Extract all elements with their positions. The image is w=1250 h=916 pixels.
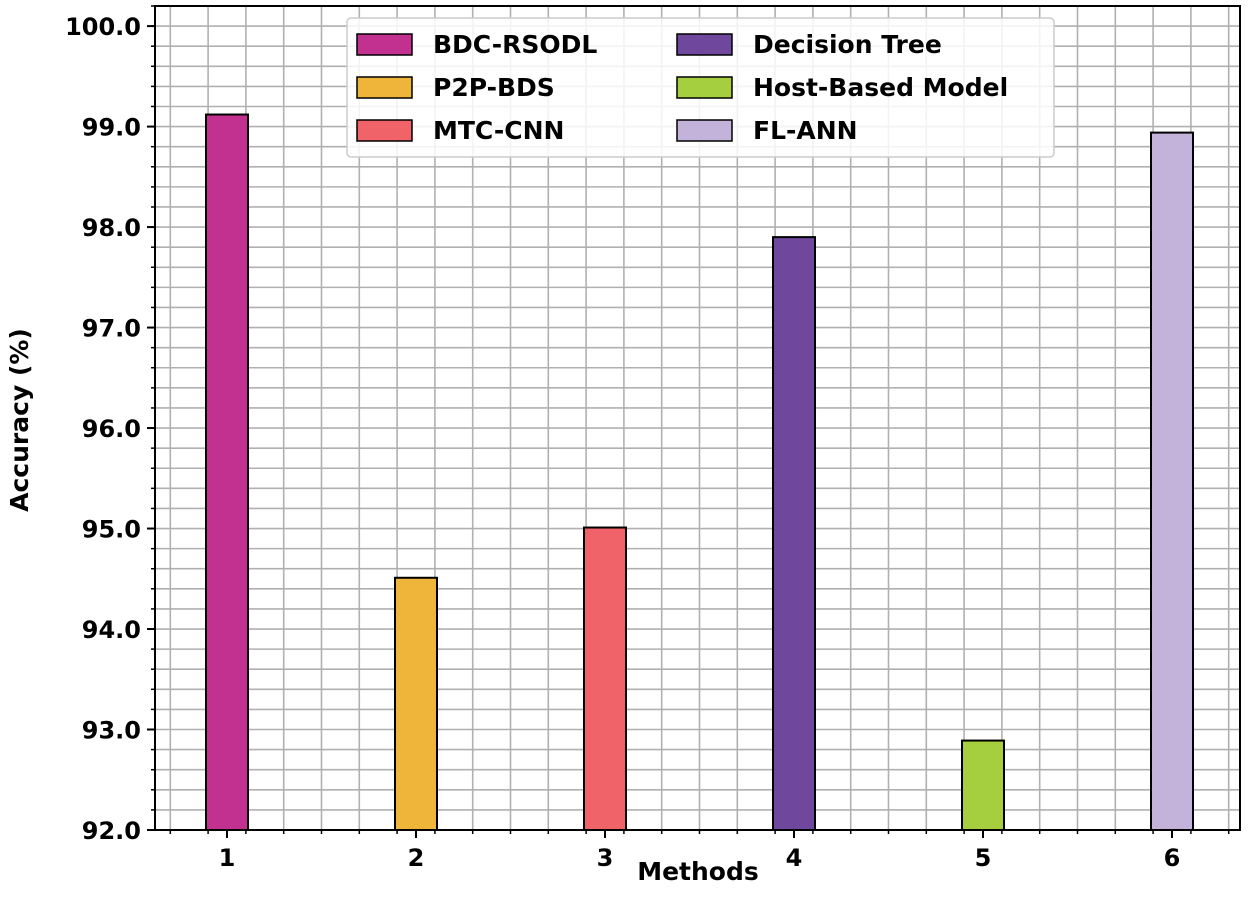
- bar-fl-ann: [1150, 131, 1194, 832]
- legend-swatch: [356, 119, 413, 142]
- y-tick-label: 96.0: [82, 415, 141, 443]
- x-tick-label: 5: [975, 844, 992, 872]
- y-tick-label: 93.0: [82, 717, 141, 745]
- bars: [205, 113, 1194, 832]
- x-tick-label: 3: [597, 844, 614, 872]
- y-tick-label: 92.0: [82, 817, 141, 845]
- bar-decision-tree: [772, 236, 816, 831]
- legend-label: FL-ANN: [753, 116, 858, 145]
- x-tick-label: 6: [1164, 844, 1181, 872]
- bar-bdc-rsodl: [205, 113, 249, 831]
- x-tick-label: 1: [219, 844, 236, 872]
- ticks: 92.0 93.0 94.0 95.0 96.0 97.0 98.0 99.0 100.0 1 2 3…: [65, 5, 1230, 872]
- plot-frame: [154, 5, 1241, 831]
- y-tick-label: 100.0: [65, 13, 141, 41]
- legend-label: Host-Based Model: [753, 73, 1008, 102]
- legend-label: P2P-BDS: [433, 73, 555, 102]
- legend-swatch: [676, 76, 733, 99]
- legend-swatch: [676, 33, 733, 56]
- legend-swatch: [356, 33, 413, 56]
- bar-host-based-model: [961, 739, 1005, 831]
- bar-p2p-bds: [394, 576, 438, 832]
- legend-label: MTC-CNN: [433, 116, 564, 145]
- legend-label: Decision Tree: [753, 30, 942, 59]
- y-tick-label: 95.0: [82, 516, 141, 544]
- axes: [154, 5, 1241, 831]
- bar-mtc-cnn: [583, 526, 627, 831]
- x-tick-label: 2: [408, 844, 425, 872]
- legend-swatch: [676, 119, 733, 142]
- y-tick-label: 97.0: [82, 315, 141, 343]
- x-axis-title: Methods: [637, 857, 759, 886]
- legend: BDC-RSODL P2P-BDS MTC-CNN Decision Tree Host…: [346, 17, 1055, 158]
- x-tick-label: 4: [786, 844, 803, 872]
- legend-swatch: [356, 76, 413, 99]
- y-tick-label: 98.0: [82, 214, 141, 242]
- legend-label: BDC-RSODL: [433, 30, 597, 59]
- y-tick-label: 94.0: [82, 616, 141, 644]
- y-axis-title: Accuracy (%): [5, 328, 34, 512]
- y-tick-label: 99.0: [82, 114, 141, 142]
